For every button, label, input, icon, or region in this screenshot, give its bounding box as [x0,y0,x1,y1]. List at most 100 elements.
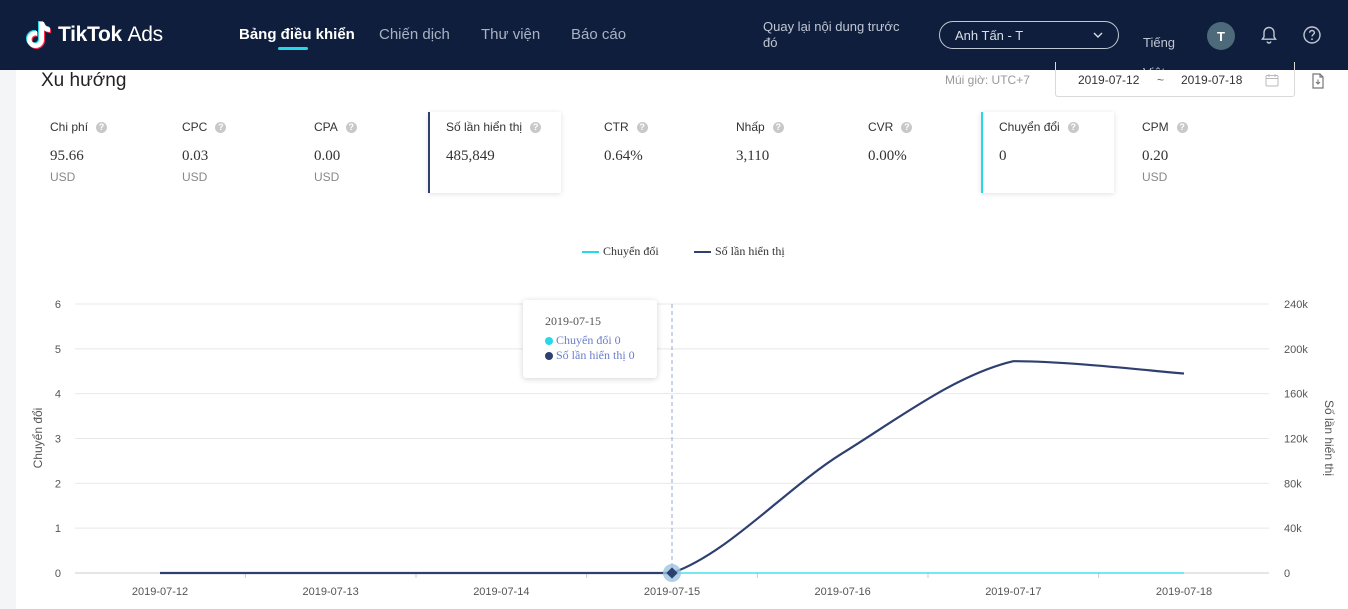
calendar-icon [1265,74,1279,87]
y-tick-label: 2 [55,478,61,490]
metric-unit: USD [50,170,76,184]
nav-library[interactable]: Thư viện [481,26,541,43]
x-tick-label: 2019-07-18 [1156,586,1212,598]
help-question-icon[interactable]: ? [636,121,648,133]
legend-label: Số lần hiển thị [715,244,785,258]
help-question-icon[interactable]: ? [1067,121,1079,133]
metric-value: 3,110 [736,148,770,164]
help-question-icon[interactable]: ? [530,121,542,133]
user-avatar[interactable]: T [1207,22,1235,50]
help-question-icon[interactable]: ? [772,121,784,133]
metric-card[interactable]: CPA? 0.00 USD [314,112,447,193]
y-tick-label: 5 [55,344,61,356]
metric-label: CTR? [604,120,648,134]
bell-icon[interactable] [1259,25,1279,45]
y-tick-label: 3 [55,434,61,446]
nav-active-indicator [278,47,308,50]
metric-label: Chi phí? [50,120,108,134]
metric-value: 95.66 [50,148,84,164]
y-axis-title: Chuyển đổi [31,408,45,469]
help-question-icon[interactable]: ? [1176,121,1188,133]
metric-label: CPC? [182,120,227,134]
hover-point-marker [666,567,678,579]
chart-tooltip: 2019-07-15 Chuyển đổi 0 Số lần hiển thị … [523,300,657,378]
help-icon[interactable] [1302,25,1322,45]
account-selector[interactable]: Anh Tấn - T [939,21,1119,49]
tooltip-impressions: Số lần hiển thị 0 [556,348,635,362]
y2-tick-label: 240k [1284,299,1308,311]
metric-label: CPM? [1142,120,1188,134]
help-question-icon[interactable]: ? [215,121,227,133]
back-to-previous-link[interactable]: Quay lại nội dung trước đó [763,19,900,50]
tooltip-row-conversions: Chuyển đổi 0 [545,333,621,348]
trend-panel [16,70,1348,609]
metric-value: 0.20 [1142,148,1169,164]
legend-label: Chuyển đổi [603,244,659,258]
tiktok-note-icon [26,21,51,49]
y-tick-label: 4 [55,389,61,401]
legend-item-conversions[interactable]: Chuyển đổi [582,244,659,259]
y2-axis-title: Số lần hiển thị [1322,400,1336,476]
metric-value: 0.00% [868,148,907,164]
logo-wordmark: TikTok Ads [58,23,163,46]
metric-unit: USD [314,170,340,184]
metric-card[interactable]: Chuyển đổi? 0 [981,112,1114,193]
metric-card[interactable]: CVR? 0.00% [868,112,1001,193]
y-tick-label: 1 [55,523,61,535]
y2-tick-label: 120k [1284,434,1308,446]
metric-card[interactable]: Chi phí? 95.66 USD [50,112,183,193]
metric-card[interactable]: Số lần hiển thị? 485,849 [428,112,561,193]
timezone-label: Múi giờ: UTC+7 [945,73,1030,87]
export-file-icon[interactable] [1311,73,1325,89]
metric-value: 0 [999,148,1007,164]
tooltip-dot-cyan [545,336,553,345]
y2-tick-label: 160k [1284,389,1308,401]
metric-value: 0.00 [314,148,341,164]
metric-value: 0.03 [182,148,209,164]
tooltip-row-impressions: Số lần hiển thị 0 [545,348,635,363]
legend-swatch-navy [694,250,711,253]
x-tick-label: 2019-07-13 [303,586,359,598]
y2-tick-label: 80k [1284,478,1302,490]
metric-label: Chuyển đổi? [999,120,1079,134]
nav-dashboard[interactable]: Bảng điều khiển [239,26,355,43]
x-tick-label: 2019-07-14 [473,586,529,598]
metric-card[interactable]: Nhấp? 3,110 [736,112,869,193]
metric-card[interactable]: CPC? 0.03 USD [182,112,315,193]
metric-card[interactable]: CTR? 0.64% [604,112,737,193]
nav-reports[interactable]: Báo cáo [571,26,627,43]
chevron-down-icon [1093,32,1103,38]
top-navigation-bar: TikTok Ads Bảng điều khiển Chiến dịch Th… [0,0,1348,80]
metric-unit: USD [1142,170,1168,184]
x-tick-label: 2019-07-17 [985,586,1041,598]
tooltip-conversions: Chuyển đổi 0 [556,333,621,347]
account-name: Anh Tấn - T [955,27,1024,43]
help-question-icon[interactable]: ? [345,121,357,133]
nav-campaigns[interactable]: Chiến dịch [379,26,450,43]
help-question-icon[interactable]: ? [901,121,913,133]
x-tick-label: 2019-07-12 [132,586,188,598]
y2-tick-label: 40k [1284,523,1302,535]
legend-swatch-cyan [582,250,599,253]
help-question-icon[interactable]: ? [96,121,108,133]
date-end[interactable]: 2019-07-18 [1181,73,1243,87]
y2-tick-label: 0 [1284,568,1290,580]
metric-label: CVR? [868,120,913,134]
metric-label: Nhấp? [736,120,784,134]
x-tick-label: 2019-07-15 [644,586,700,598]
metric-card[interactable]: CPM? 0.20 USD [1142,112,1275,193]
y-tick-label: 6 [55,299,61,311]
tiktok-ads-logo[interactable]: TikTok Ads [26,18,163,52]
legend-item-impressions[interactable]: Số lần hiển thị [694,244,785,259]
metric-value: 0.64% [604,148,643,164]
tooltip-dot-navy [545,351,553,360]
metric-unit: USD [182,170,208,184]
metric-label: CPA? [314,120,357,134]
y2-tick-label: 200k [1284,344,1308,356]
metric-value: 485,849 [446,148,495,164]
x-tick-label: 2019-07-16 [815,586,871,598]
date-start[interactable]: 2019-07-12 [1078,73,1140,87]
date-range-picker[interactable]: 2019-07-12 ~ 2019-07-18 [1055,62,1295,97]
tooltip-date: 2019-07-15 [545,314,601,328]
